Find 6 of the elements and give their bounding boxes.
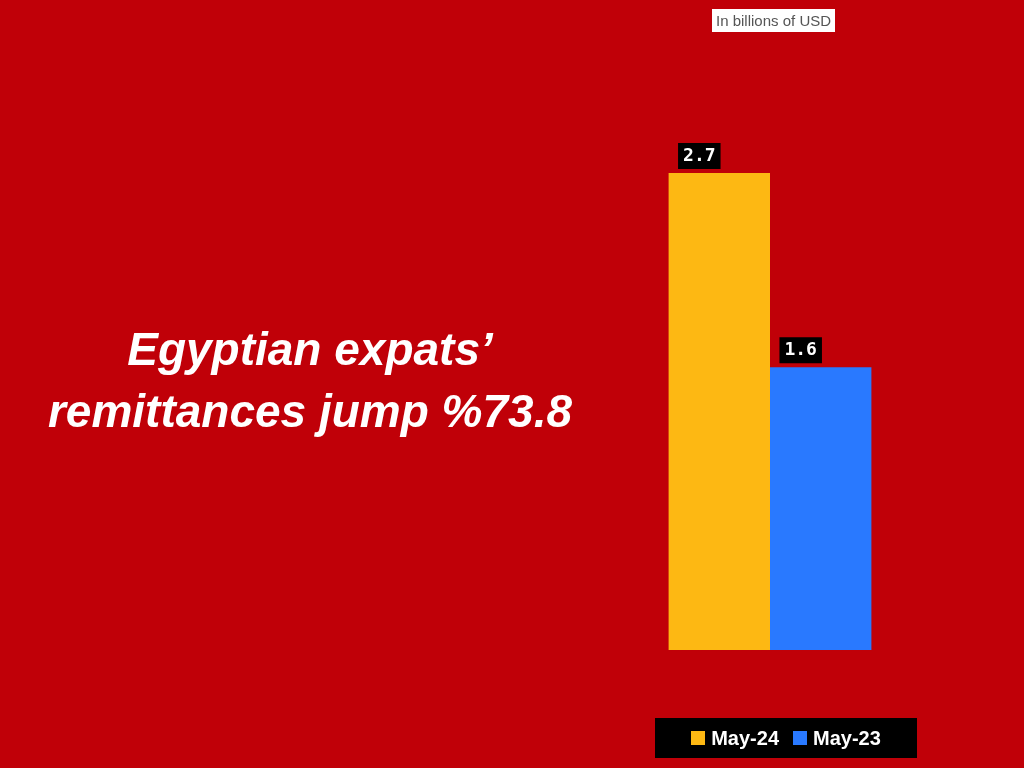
data-label: 2.7	[683, 143, 716, 165]
legend-label: May-23	[812, 726, 881, 750]
text: Egyptian expats’ remittances jump %73.8	[46, 322, 574, 439]
text: In billions of USD	[712, 9, 836, 32]
legend-label: May-24	[710, 726, 779, 750]
data-label: 1.6	[784, 338, 817, 360]
